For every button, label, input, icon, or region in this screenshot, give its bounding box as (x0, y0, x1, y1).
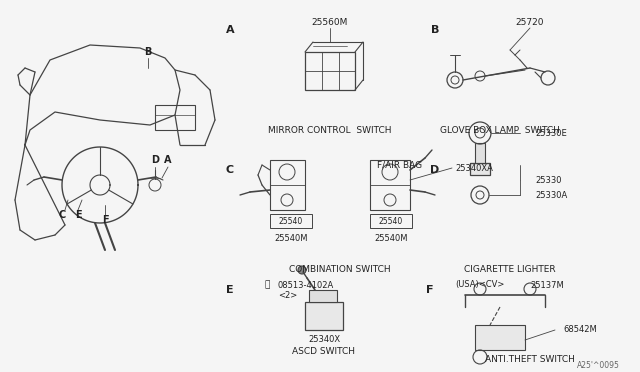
Bar (309, 290, 337, 302)
Text: 25540M: 25540M (275, 234, 308, 243)
Text: ANTI.THEFT SWITCH: ANTI.THEFT SWITCH (485, 356, 575, 365)
Bar (305, 302, 343, 330)
Text: COMBINATION SWITCH: COMBINATION SWITCH (289, 266, 391, 275)
Text: B: B (431, 25, 439, 35)
Bar (370, 160, 410, 210)
Text: F/AIR BAG: F/AIR BAG (378, 160, 422, 170)
Bar (305, 52, 355, 90)
Bar (475, 143, 485, 163)
Bar (155, 105, 195, 130)
Text: 25540: 25540 (379, 217, 403, 225)
Text: 25330E: 25330E (535, 128, 567, 138)
Text: 25340XA: 25340XA (455, 164, 493, 173)
Bar (475, 325, 525, 350)
Text: E: E (75, 210, 81, 220)
Text: D: D (151, 155, 159, 165)
Text: A25'^0095: A25'^0095 (577, 362, 620, 371)
Bar (370, 214, 412, 228)
Text: 68542M: 68542M (563, 326, 596, 334)
Text: C: C (226, 165, 234, 175)
Text: 25330: 25330 (535, 176, 561, 185)
Bar (270, 214, 312, 228)
Text: CIGARETTE LIGHTER: CIGARETTE LIGHTER (464, 266, 556, 275)
Text: F: F (426, 285, 434, 295)
Text: 25560M: 25560M (312, 17, 348, 26)
Text: E: E (226, 285, 234, 295)
Bar (270, 160, 305, 210)
Circle shape (298, 266, 306, 274)
Text: 25330A: 25330A (535, 190, 567, 199)
Text: MIRROR CONTROL  SWITCH: MIRROR CONTROL SWITCH (268, 125, 392, 135)
Text: 25137M: 25137M (530, 280, 564, 289)
Bar (470, 163, 490, 175)
Text: F: F (102, 215, 108, 225)
Text: 25540: 25540 (279, 217, 303, 225)
Text: 25540M: 25540M (374, 234, 408, 243)
Text: (USA)<CV>: (USA)<CV> (455, 280, 504, 289)
Text: A: A (164, 155, 172, 165)
Text: GLOVE BOX LAMP  SWITCH: GLOVE BOX LAMP SWITCH (440, 125, 560, 135)
Text: B: B (144, 47, 152, 57)
Text: 25340X: 25340X (308, 336, 340, 344)
Text: ASCD SWITCH: ASCD SWITCH (292, 347, 355, 356)
Text: C: C (58, 210, 66, 220)
Text: D: D (430, 165, 440, 175)
Text: <2>: <2> (278, 292, 297, 301)
Text: A: A (226, 25, 234, 35)
Text: 08513-4102A: 08513-4102A (278, 280, 334, 289)
Text: 25720: 25720 (516, 17, 544, 26)
Text: Ⓢ: Ⓢ (265, 280, 270, 289)
